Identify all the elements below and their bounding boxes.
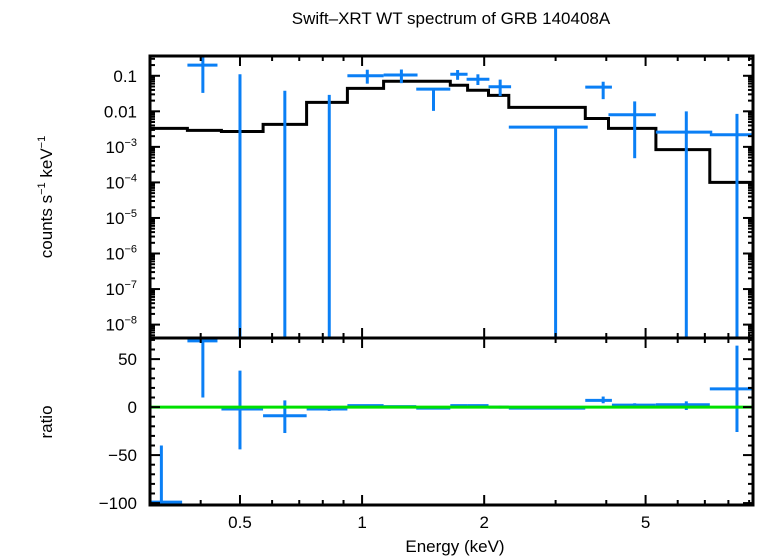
y-label-mid: keV: [37, 148, 56, 183]
y-tick-label: 0.1: [113, 67, 137, 86]
top-y-axis-label: counts s−1 keV−1: [36, 136, 56, 258]
ratio-tick-label: 50: [118, 350, 137, 369]
spectrum-data-point: [655, 111, 713, 338]
x-tick-label: 2: [479, 513, 488, 532]
ratio-y-axis-label: ratio: [37, 405, 56, 438]
x-tick-label: 5: [641, 513, 650, 532]
ratio-tick-label: −50: [108, 446, 137, 465]
ratio-data-point: [187, 338, 218, 398]
y-tick-label: 10−7: [106, 279, 137, 299]
y-tick-label: 10−5: [106, 208, 137, 228]
ratio-data-point: [221, 370, 264, 450]
ratio-panel: [150, 338, 753, 505]
y-label-sup1: −1: [36, 182, 48, 195]
ratio-data-point: [585, 396, 612, 404]
spectrum-data-point: [709, 113, 753, 338]
y-tick-label: 10−4: [106, 172, 137, 192]
spectrum-data-point: [450, 70, 468, 80]
x-tick-label: 1: [357, 513, 366, 532]
y-label-main: counts s: [37, 195, 56, 258]
spectrum-data-point: [508, 125, 588, 338]
ratio-data-point: [709, 345, 753, 433]
spectrum-data-point: [488, 79, 512, 96]
spectrum-data-point: [416, 87, 451, 111]
y-tick-label: 10−8: [106, 315, 137, 335]
top-y-tick-labels: 0.1 0.01 10−3 10−4 10−5 10−6 10−7 10−8: [104, 67, 137, 335]
x-tick-label: 0.5: [228, 513, 252, 532]
x-tick-labels: 0.5 1 2 5: [228, 513, 650, 532]
spectrum-data-point: [466, 74, 490, 86]
spectrum-data-point: [187, 56, 218, 93]
ratio-data-points: [150, 338, 753, 505]
spectrum-data-point: [585, 81, 612, 100]
chart-title: Swift–XRT WT spectrum of GRB 140408A: [292, 9, 611, 28]
ratio-tick-label: 0: [128, 398, 137, 417]
spectrum-data-point: [347, 69, 384, 84]
y-tick-label: 10−3: [106, 137, 137, 157]
spectrum-panel: [150, 56, 753, 338]
spectrum-data-points: [187, 56, 753, 338]
ratio-data-point: [263, 400, 307, 434]
ratio-tick-label: −100: [99, 494, 137, 513]
ratio-y-tick-labels: 50 0 −50 −100: [99, 350, 137, 513]
spectrum-data-point: [383, 69, 418, 84]
model-step-path: [150, 79, 753, 184]
x-axis-label: Energy (keV): [405, 537, 504, 556]
model-step-line: [150, 79, 753, 184]
y-tick-label: 10−6: [106, 244, 137, 264]
ratio-frame: [148, 336, 755, 507]
y-label-sup2: −1: [36, 136, 48, 149]
y-tick-label: 0.01: [104, 102, 137, 121]
spectrum-data-point: [608, 101, 656, 159]
